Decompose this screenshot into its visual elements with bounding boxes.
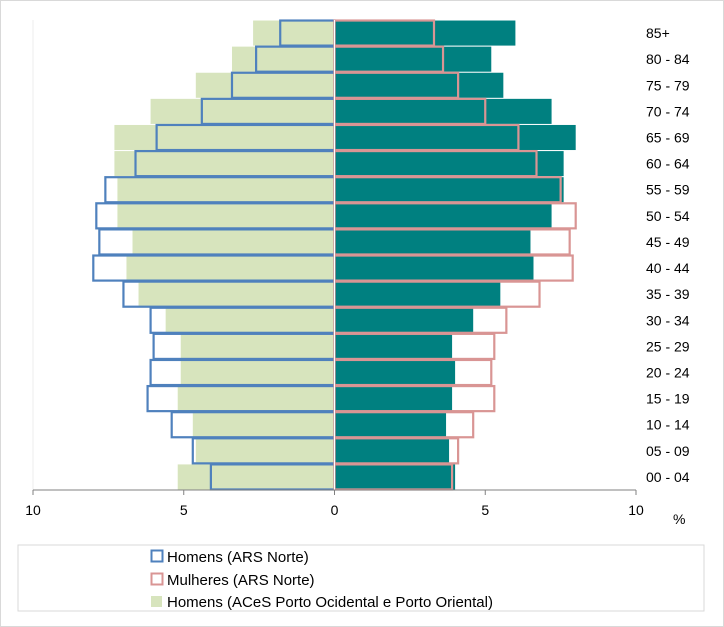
y-tick-label-2: 10 - 14 [646, 417, 690, 433]
x-tick-label-2: 0 [331, 502, 339, 518]
y-axis-ticks: 00 - 04 05 - 09 10 - 14 15 - 19 20 - 24 25 - … [646, 25, 690, 485]
bar-series2-0 [177, 464, 335, 490]
y-tick-label-15: 75 - 79 [646, 77, 690, 93]
bar-series2-5 [180, 333, 335, 359]
bar-series3-15 [334, 72, 504, 98]
bar-series2-6 [165, 307, 335, 333]
bar-series3-16 [334, 46, 492, 72]
y-tick-label-9: 45 - 49 [646, 234, 690, 250]
legend-swatch-homens-aces [151, 596, 162, 607]
bar-series2-15 [195, 72, 335, 98]
y-tick-label-3: 15 - 19 [646, 391, 690, 407]
y-tick-label-14: 70 - 74 [646, 103, 690, 119]
bar-series2-3 [177, 386, 335, 412]
bar-series3-0 [334, 464, 456, 490]
legend-item-mulheres-ars-norte[interactable]: Mulheres (ARS Norte) [150, 572, 315, 589]
bar-series2-14 [150, 98, 335, 124]
legend-label-homens-aces: Homens (ACeS Porto Ocidental e Porto Ori… [167, 594, 493, 611]
outlined-bars [92, 19, 577, 491]
bar-series3-4 [334, 359, 456, 386]
legend-item-homens-aces[interactable]: Homens (ACeS Porto Ocidental e Porto Ori… [151, 594, 493, 611]
legend-label-homens-ars-norte: Homens (ARS Norte) [167, 549, 309, 566]
legend-label-mulheres-ars-norte: Mulheres (ARS Norte) [167, 572, 315, 589]
y-tick-label-1: 05 - 09 [646, 443, 690, 459]
bar-series3-9 [334, 229, 531, 255]
bar-series3-10 [334, 203, 552, 229]
bar-series2-11 [117, 177, 335, 203]
x-axis-unit-label: % [673, 511, 685, 527]
bar-series2-4 [180, 359, 335, 386]
bar-series2-10 [117, 203, 335, 229]
bar-series2-1 [195, 438, 335, 464]
bar-series3-12 [334, 151, 564, 177]
bar-series2-7 [138, 281, 335, 307]
y-tick-label-0: 00 - 04 [646, 469, 690, 485]
filled-bars [114, 20, 576, 490]
y-tick-label-10: 50 - 54 [646, 208, 690, 224]
bar-series3-2 [334, 412, 447, 438]
bar-series3-3 [334, 386, 453, 412]
bar-series3-1 [334, 438, 450, 464]
x-tick-label-0: 10 [25, 502, 41, 518]
y-tick-label-7: 35 - 39 [646, 286, 690, 302]
y-tick-label-6: 30 - 34 [646, 312, 690, 328]
y-tick-label-4: 20 - 24 [646, 365, 690, 381]
bar-series3-5 [334, 333, 453, 359]
bar-series2-13 [114, 124, 335, 151]
y-tick-label-11: 55 - 59 [646, 182, 690, 198]
y-tick-label-17: 85+ [646, 25, 670, 41]
bar-series2-12 [114, 151, 335, 177]
legend-swatch-mulheres-ars-norte [150, 572, 164, 586]
bar-series3-7 [334, 281, 501, 307]
y-tick-label-5: 25 - 29 [646, 338, 690, 354]
bar-series2-17 [253, 20, 335, 46]
bar-series2-2 [192, 412, 335, 438]
bar-series3-14 [334, 98, 552, 124]
y-tick-label-16: 80 - 84 [646, 51, 690, 67]
y-tick-label-8: 40 - 44 [646, 260, 690, 276]
bar-series2-16 [231, 46, 335, 72]
legend-swatch-homens-ars-norte [150, 549, 164, 563]
legend-box [17, 544, 705, 612]
bar-series2-9 [132, 229, 335, 255]
y-tick-label-12: 60 - 64 [646, 156, 690, 172]
bar-series3-17 [334, 20, 516, 46]
bar-series2-8 [126, 255, 335, 281]
x-axis-ticks: 10 5 0 5 10 [25, 490, 644, 518]
legend-item-homens-ars-norte[interactable]: Homens (ARS Norte) [150, 549, 309, 566]
bar-series3-6 [334, 307, 474, 333]
x-tick-label-3: 5 [481, 502, 489, 518]
bar-series3-8 [334, 255, 534, 281]
y-tick-label-13: 65 - 69 [646, 130, 690, 146]
bar-series3-13 [334, 124, 576, 151]
x-tick-label-1: 5 [180, 502, 188, 518]
bar-series3-11 [334, 177, 564, 203]
x-tick-label-4: 10 [628, 502, 644, 518]
